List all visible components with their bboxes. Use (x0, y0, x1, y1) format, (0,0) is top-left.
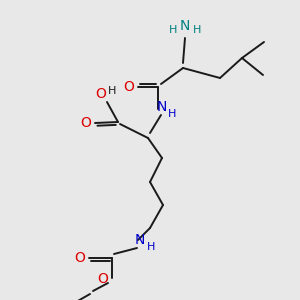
Text: O: O (96, 87, 106, 101)
Text: O: O (75, 251, 86, 265)
Text: H: H (168, 109, 176, 119)
Text: H: H (193, 25, 201, 35)
Text: N: N (135, 233, 145, 247)
Text: H: H (108, 86, 116, 96)
Text: N: N (157, 100, 167, 114)
Text: O: O (81, 116, 92, 130)
Text: O: O (124, 80, 134, 94)
Text: H: H (147, 242, 155, 252)
Text: O: O (98, 272, 108, 286)
Text: N: N (180, 19, 190, 33)
Text: H: H (169, 25, 177, 35)
